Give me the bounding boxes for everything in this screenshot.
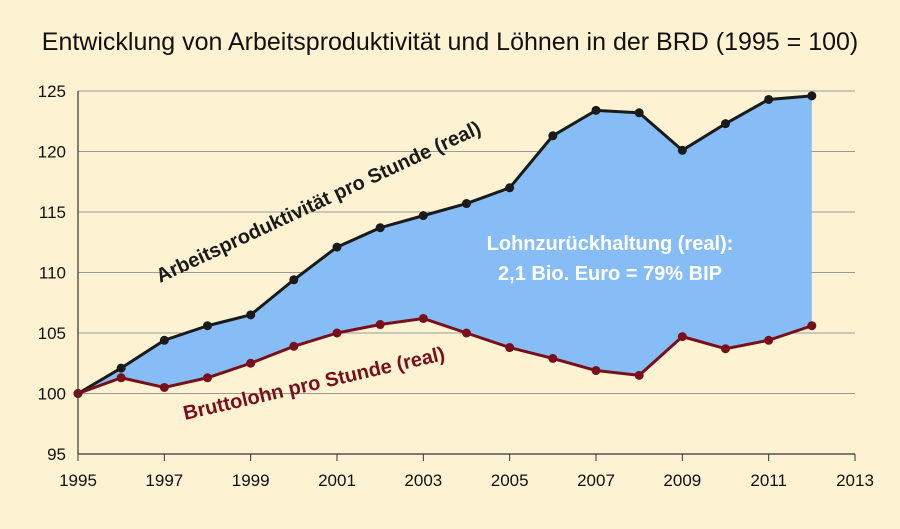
data-point xyxy=(462,199,471,209)
x-tick-label: 2007 xyxy=(577,471,615,490)
data-point xyxy=(375,223,385,233)
x-tick-label: 2013 xyxy=(836,471,874,490)
y-tick-label: 100 xyxy=(38,385,66,404)
x-tick-label: 2009 xyxy=(663,471,701,490)
data-point xyxy=(332,242,342,252)
data-point xyxy=(721,119,730,129)
data-point xyxy=(462,328,471,338)
y-tick-label: 115 xyxy=(39,203,66,222)
gap-area xyxy=(78,95,812,394)
data-point xyxy=(677,145,687,155)
data-point xyxy=(332,328,342,338)
x-tick-label: 1995 xyxy=(59,471,97,490)
data-point xyxy=(375,320,385,330)
data-point xyxy=(203,373,212,383)
y-tick-label: 125 xyxy=(38,82,66,101)
data-point xyxy=(159,335,169,345)
x-tick-label: 1997 xyxy=(145,471,183,490)
y-tick-label: 110 xyxy=(39,264,66,283)
data-point xyxy=(807,321,817,331)
data-point xyxy=(289,341,299,351)
y-tick-label: 120 xyxy=(38,143,66,162)
axes xyxy=(77,91,856,461)
data-point xyxy=(764,94,774,104)
data-point xyxy=(764,335,774,345)
y-tick-label: 105 xyxy=(38,324,66,343)
data-point xyxy=(289,275,299,285)
data-point xyxy=(505,343,515,353)
x-tick-label: 2003 xyxy=(404,471,442,490)
data-point xyxy=(591,366,601,376)
data-point xyxy=(116,363,126,373)
gap-fill xyxy=(78,95,812,394)
data-point xyxy=(116,373,126,383)
x-tick-label: 2011 xyxy=(750,471,787,490)
series-lines xyxy=(77,94,813,395)
annotation-line-1: Lohnzurückhaltung (real): xyxy=(487,233,734,255)
annotation-line-2: 2,1 Bio. Euro = 79% BIP xyxy=(498,263,722,285)
data-point xyxy=(505,183,515,193)
data-point xyxy=(548,131,558,141)
x-tick-label: 2005 xyxy=(491,471,529,490)
data-point xyxy=(246,358,256,368)
series-line-1 xyxy=(77,316,813,395)
data-point xyxy=(634,108,644,118)
data-point xyxy=(548,353,558,363)
data-point xyxy=(159,382,169,392)
x-tick-label: 1999 xyxy=(232,471,270,490)
y-tick-label: 95 xyxy=(47,445,66,464)
data-point xyxy=(591,105,601,115)
series-line-0 xyxy=(77,94,812,395)
x-tick-label: 2001 xyxy=(318,471,356,490)
data-point xyxy=(418,313,428,323)
tick-labels: 95 100 105 110 115 120 125 1995 1997 1999 2001 2003… xyxy=(38,82,874,490)
data-point xyxy=(807,91,817,101)
data-points xyxy=(73,91,817,398)
data-point xyxy=(203,321,212,331)
data-point xyxy=(721,344,730,354)
data-point xyxy=(634,370,644,380)
data-point xyxy=(246,310,256,320)
data-point xyxy=(677,332,687,342)
data-point xyxy=(418,211,428,221)
chart-title: Entwicklung von Arbeitsproduktivität und… xyxy=(42,28,858,56)
